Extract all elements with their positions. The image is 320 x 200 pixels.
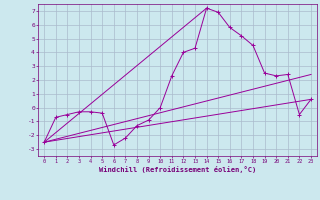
- X-axis label: Windchill (Refroidissement éolien,°C): Windchill (Refroidissement éolien,°C): [99, 166, 256, 173]
